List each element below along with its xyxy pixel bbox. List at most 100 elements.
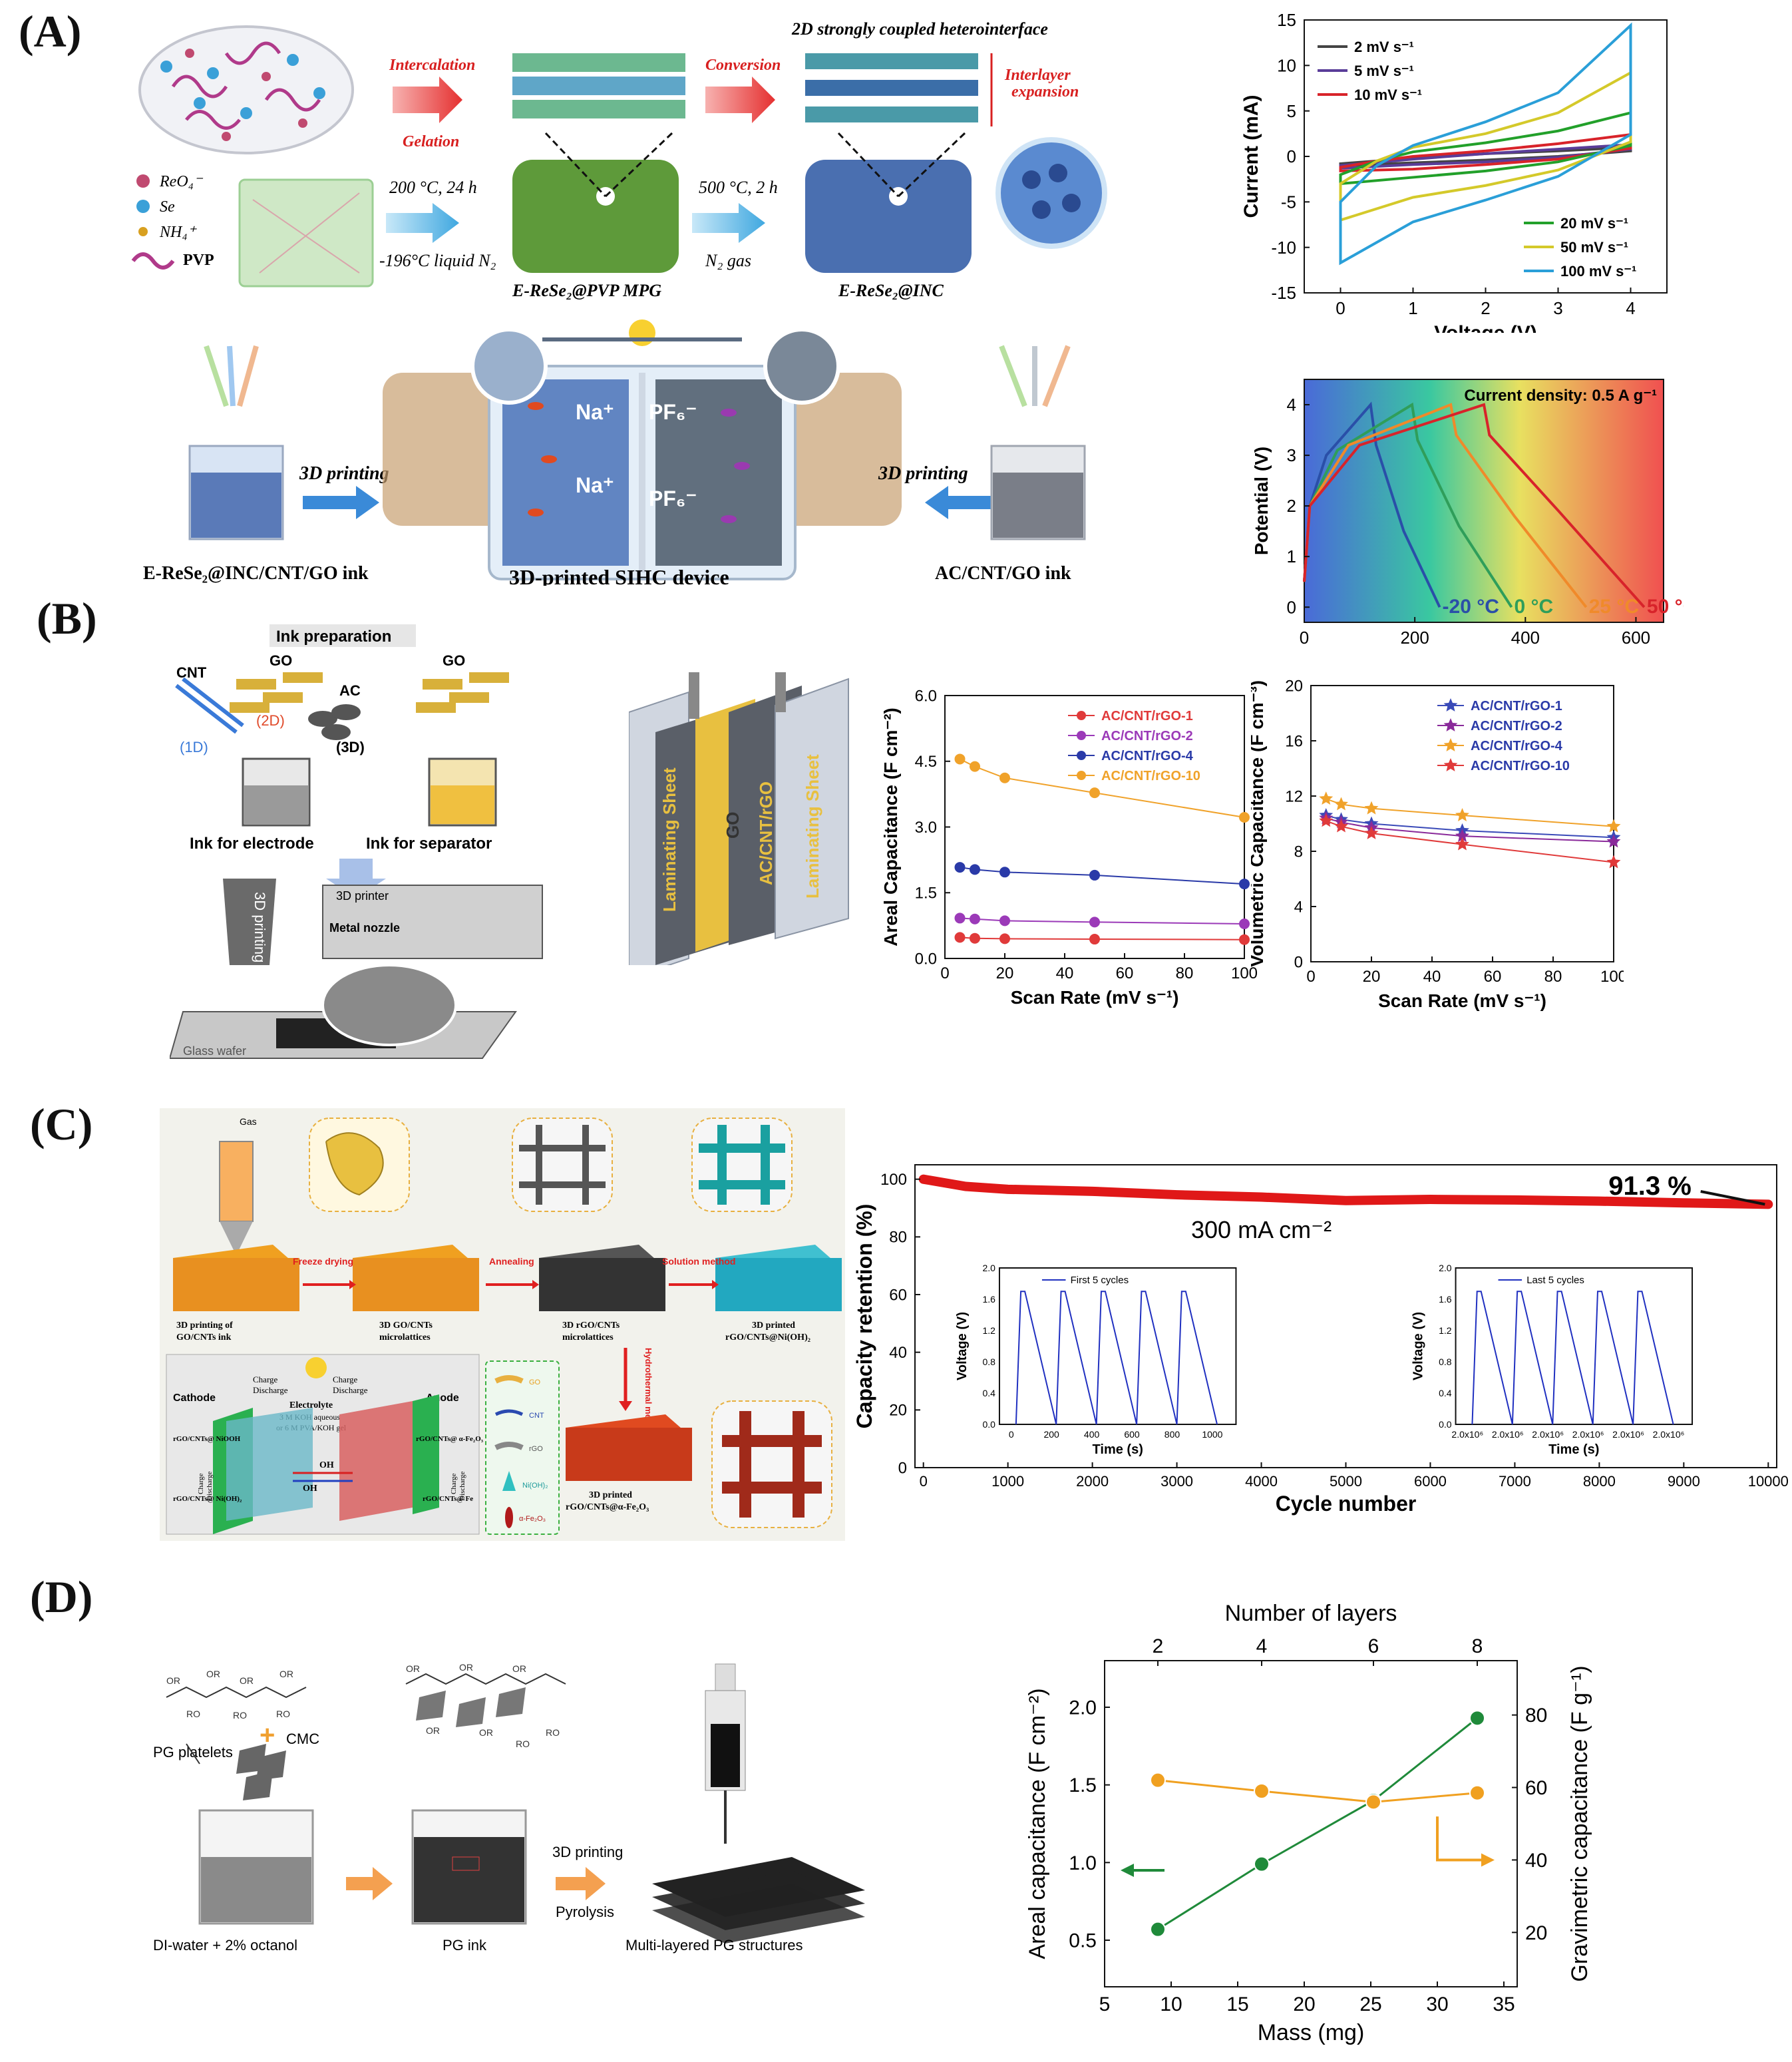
- ac-dim-label: (3D): [336, 739, 365, 755]
- pg-x-label-5: 30: [1426, 1993, 1448, 2015]
- discharge-top-left: Discharge: [253, 1385, 288, 1395]
- inset-0-xtick-3: 600: [1124, 1429, 1140, 1440]
- volumetric-legend-marker-3: [1443, 758, 1458, 771]
- volumetric-legend-marker-0: [1443, 698, 1458, 712]
- volumetric-point-2-1: [1334, 797, 1348, 811]
- volumetric-y-label-5: 20: [1285, 677, 1303, 695]
- oh-1: OH: [319, 1460, 334, 1470]
- inset-0-ytick-1: 0.4: [982, 1388, 995, 1398]
- ink-separator-label: Ink for separator: [366, 835, 492, 853]
- interlayer-label: Interlayer: [1004, 67, 1071, 84]
- inset-ylabel-0: Voltage (V): [955, 1312, 970, 1380]
- side-discharge-right: Discharge: [458, 1471, 466, 1501]
- gcd-y-label-1: 1: [1287, 546, 1296, 566]
- separator-go: GO: [723, 812, 743, 839]
- inset-0-ytick-0: 0.0: [982, 1419, 995, 1430]
- ro-label-5: RO: [233, 1710, 247, 1721]
- gelation-label: Gelation: [403, 133, 459, 150]
- inset-xlabel-0: Time (s): [1093, 1442, 1143, 1457]
- cycling-retention-line: [918, 1174, 1773, 1209]
- plus-sign: +: [260, 1721, 275, 1750]
- cv-y-label-2: -5: [1281, 192, 1296, 212]
- inset-0-ytick-3: 1.2: [982, 1325, 995, 1336]
- volumetric-point-3-0: [1319, 813, 1334, 827]
- right-current-collector: [775, 373, 902, 526]
- pg-top-xlabel: Number of layers: [1225, 1601, 1397, 1626]
- panel-letter-a: (A): [19, 6, 82, 57]
- pf6-ion-2: PF₆⁻: [649, 487, 697, 511]
- gcd-ylabel: Potential (V): [1251, 447, 1272, 555]
- areal-point-0-1: [970, 932, 980, 944]
- light-bulb: [629, 319, 655, 346]
- volumetric-y-label-0: 0: [1294, 953, 1303, 971]
- ro-label-6: RO: [276, 1709, 290, 1719]
- anode-bottom-label: rGO/CNTs@ Fe: [423, 1495, 473, 1503]
- areal-legend-label-0: AC/CNT/rGO-1: [1101, 709, 1193, 723]
- cycle-y-label-2: 40: [889, 1344, 907, 1362]
- volumetric-point-2-3: [1455, 808, 1469, 821]
- gcd-curve-label-1: 0 °C: [1515, 596, 1554, 618]
- panel-d-schematic: OR OR OR OR RO RO RO + CMC PG platelets …: [153, 1662, 865, 1954]
- areal-y-label-2: 3.0: [915, 819, 937, 837]
- pg-top-label-2: 6: [1368, 1635, 1379, 1657]
- ro-label-10: OR: [426, 1725, 440, 1736]
- inset-0-xtick-1: 200: [1043, 1429, 1059, 1440]
- ro-label-0: OR: [166, 1675, 180, 1686]
- areal-legend-label-3: AC/CNT/rGO-10: [1101, 769, 1200, 783]
- pf6-ion-1: PF₆⁻: [649, 400, 697, 424]
- volumetric-y-label-2: 8: [1294, 843, 1303, 861]
- volumetric-x-label-5: 100: [1600, 968, 1624, 986]
- legend-go: GO: [529, 1378, 541, 1386]
- volumetric-legend-label-0: AC/CNT/rGO-1: [1471, 699, 1562, 714]
- multi-layered-label: Multi-layered PG structures: [626, 1937, 803, 1954]
- volumetric-point-3-4: [1606, 855, 1621, 869]
- areal-point-1-0: [954, 913, 966, 924]
- oh-2: OH: [303, 1484, 317, 1494]
- cv-y-label-3: 0: [1287, 146, 1296, 166]
- volumetric-legend-label-3: AC/CNT/rGO-10: [1471, 759, 1570, 773]
- anneal-arrow: [692, 203, 765, 243]
- step2-line1: 3D GO/CNTs: [379, 1321, 433, 1331]
- intercalation-arrow: [393, 77, 462, 123]
- plot-frame: [1104, 1660, 1518, 1987]
- areal-point-3-2: [999, 772, 1010, 783]
- panel-a-device-schematic: 3D printing Na⁺ Na⁺ PF₆⁻ PF₆⁻ 3D-printed…: [143, 319, 1086, 586]
- gcd-curve-label-0: -20 °C: [1443, 596, 1499, 618]
- electrolyte-label: Electrolyte: [289, 1400, 333, 1410]
- volumetric-point-2-4: [1606, 819, 1621, 833]
- ro-label-13: RO: [546, 1727, 560, 1738]
- volumetric-legend-marker-2: [1443, 738, 1458, 751]
- pg-x-label-3: 20: [1293, 1993, 1315, 2015]
- discharge-top-right: Discharge: [333, 1385, 368, 1395]
- inset-0-ytick-2: 0.8: [982, 1356, 995, 1367]
- hydrothermal-label: Hydrothermal method: [643, 1348, 653, 1438]
- volumetric-x-label-3: 60: [1484, 968, 1502, 986]
- pg-capacitance-chart: 5 10 15 20 25 30 35 0.5 1.0 1.5 2.0 20 40 60 80 2 4 6 8 Num…: [1025, 1601, 1592, 2045]
- gcd-x-label-2: 400: [1511, 628, 1540, 648]
- ro-label-3: OR: [279, 1669, 293, 1679]
- gcd-y-label-3: 3: [1287, 445, 1296, 465]
- cv-ylabel: Current (mA): [1240, 95, 1262, 218]
- areal-legend-label-1: AC/CNT/rGO-2: [1101, 729, 1193, 743]
- side-discharge-left: Discharge: [206, 1471, 214, 1501]
- pg-point-1-0: [1150, 1772, 1166, 1788]
- cycling-chart: 0 1000 2000 3000 4000 5000 6000 7000 8000 9000 100…: [852, 1164, 1789, 1516]
- areal-point-1-2: [999, 915, 1010, 927]
- areal-x-label-3: 60: [1116, 964, 1134, 982]
- zoom-circle: [995, 137, 1107, 249]
- gcd-x-label-3: 600: [1622, 628, 1650, 648]
- cv-loop-5: [1339, 22, 1632, 266]
- inset-1-ytick-1: 0.4: [1439, 1388, 1452, 1398]
- volumetric-legend-label-1: AC/CNT/rGO-2: [1471, 719, 1562, 733]
- areal-point-1-4: [1239, 918, 1250, 929]
- volumetric-x-label-2: 40: [1423, 968, 1441, 986]
- legend-reo4: ReO₄⁻: [159, 173, 204, 190]
- areal-point-0-2: [999, 933, 1010, 944]
- layered-stack-1: [512, 53, 685, 118]
- cv-legend-label-0: 2 mV s⁻¹: [1354, 39, 1414, 55]
- volumetric-point-1-3: [1455, 829, 1469, 843]
- volumetric-y-label-1: 4: [1294, 898, 1303, 916]
- areal-x-label-2: 40: [1056, 964, 1074, 982]
- cv-legend-label-3: 20 mV s⁻¹: [1560, 215, 1628, 232]
- nozzle-label: Metal nozzle: [329, 921, 400, 934]
